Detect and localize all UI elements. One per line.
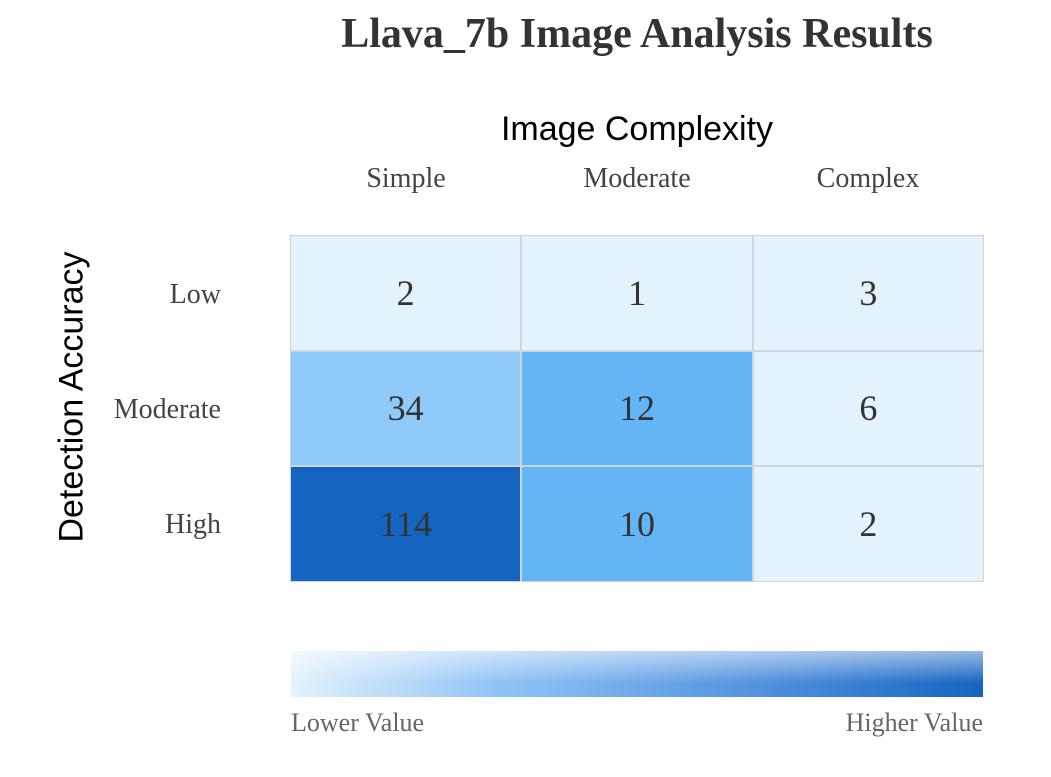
color-scale-legend [291,651,983,697]
column-label-simple: Simple [366,163,446,194]
heatmap-grid: 2 1 3 34 12 6 114 10 2 [290,235,984,582]
column-label-complex: Complex [816,163,920,194]
heatmap-cell-high-complex: 2 [752,466,984,582]
chart-title: Llava_7b Image Analysis Results [341,11,933,57]
heatmap-cell-low-simple: 2 [290,235,522,351]
row-label-low: Low [169,279,221,310]
row-label-moderate: Moderate [113,394,221,425]
row-label-high: High [165,509,221,540]
heatmap-cell-high-simple: 114 [290,466,522,582]
heatmap-cell-low-complex: 3 [752,235,984,351]
column-label-moderate: Moderate [583,163,691,194]
heatmap-cell-moderate-complex: 6 [752,350,984,467]
heatmap-cell-high-moderate: 10 [521,466,753,582]
heatmap-cell-low-moderate: 1 [521,235,753,351]
x-axis-title: Image Complexity [500,110,774,148]
heatmap-cell-moderate-simple: 34 [290,350,522,467]
heatmap-cell-moderate-moderate: 12 [521,350,753,467]
legend-low-label: Lower Value [291,708,425,737]
legend-high-label: Higher Value [845,708,983,737]
